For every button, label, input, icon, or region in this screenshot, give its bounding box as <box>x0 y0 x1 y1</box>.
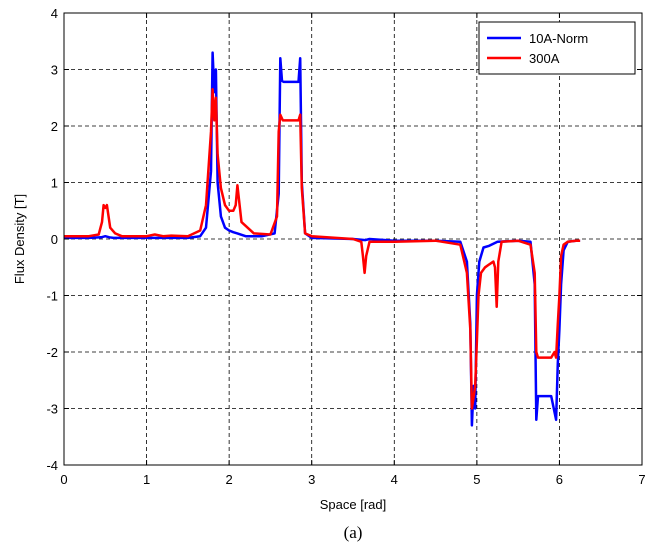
y-tick-label: 4 <box>51 6 58 21</box>
x-tick-label: 7 <box>638 472 645 487</box>
y-tick-label: 2 <box>51 119 58 134</box>
x-tick-label: 2 <box>226 472 233 487</box>
x-axis-label: Space [rad] <box>320 497 387 512</box>
y-tick-label: -3 <box>46 402 58 417</box>
y-tick-label: -1 <box>46 289 58 304</box>
legend-label-10a-norm: 10A-Norm <box>529 31 588 46</box>
y-tick-label: -4 <box>46 458 58 473</box>
y-tick-label: -2 <box>46 345 58 360</box>
x-tick-label: 4 <box>391 472 398 487</box>
series-layer <box>64 51 581 427</box>
x-tick-label: 5 <box>473 472 480 487</box>
legend: 10A-Norm 300A <box>478 21 636 75</box>
ticks: 0 1 2 3 4 5 6 7 -4 -3 -2 -1 0 1 2 3 4 <box>46 6 645 487</box>
figure-caption: (a) <box>344 523 363 542</box>
y-axis-label: Flux Density [T] <box>12 194 27 284</box>
y-tick-label: 3 <box>51 63 58 78</box>
x-tick-label: 3 <box>308 472 315 487</box>
series-line-300a <box>64 88 581 410</box>
x-tick-label: 1 <box>143 472 150 487</box>
legend-label-300a: 300A <box>529 51 560 66</box>
x-tick-label: 6 <box>556 472 563 487</box>
y-tick-label: 1 <box>51 176 58 191</box>
y-tick-label: 0 <box>51 232 58 247</box>
legend-box <box>478 21 636 75</box>
x-tick-label: 0 <box>60 472 67 487</box>
